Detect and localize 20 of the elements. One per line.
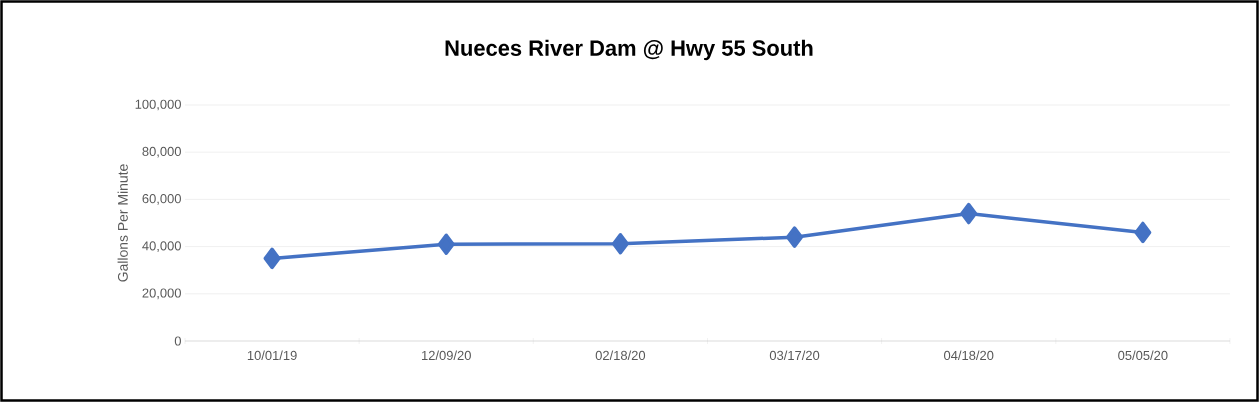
y-tick-label: 40,000 xyxy=(142,241,181,252)
point xyxy=(786,226,804,248)
y-axis-title: Gallons Per Minute xyxy=(117,164,128,282)
x-tick-label: 02/18/20 xyxy=(595,350,646,361)
point xyxy=(611,233,629,255)
point xyxy=(960,202,978,225)
y-tick-label: 80,000 xyxy=(142,146,181,158)
x-tick-label: 10/01/19 xyxy=(247,350,297,361)
y-tick-label: 20,000 xyxy=(142,288,181,300)
point xyxy=(1134,221,1152,244)
chart-title: Nueces River Dam @ Hwy 55 South xyxy=(445,39,813,61)
y-tick-label: 0 xyxy=(174,336,181,346)
y-tick-label: 100,000 xyxy=(135,99,181,111)
x-tick-label: 12/09/20 xyxy=(422,350,471,361)
point xyxy=(263,247,281,270)
point xyxy=(437,233,455,255)
x-tick-label: 03/17/20 xyxy=(769,350,820,361)
x-tick-label: 05/05/20 xyxy=(1118,350,1168,361)
y-tick-label: 60,000 xyxy=(142,194,181,205)
x-tick-label: 04/18/20 xyxy=(943,350,994,361)
